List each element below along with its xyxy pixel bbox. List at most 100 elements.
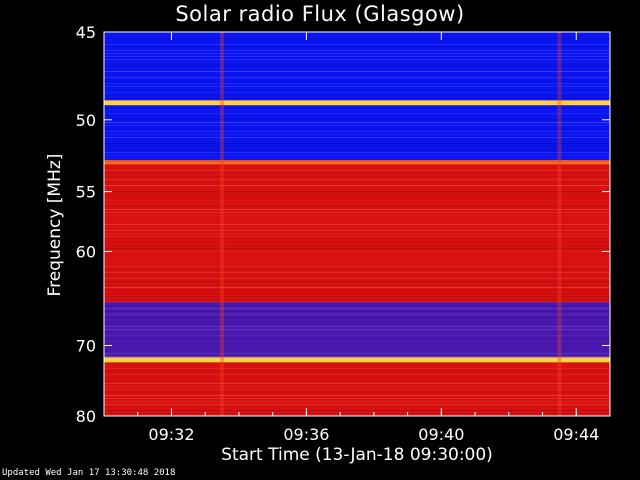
texture-line xyxy=(104,374,610,375)
texture-line xyxy=(104,203,610,204)
chart-title: Solar radio Flux (Glasgow) xyxy=(175,2,465,26)
texture-line xyxy=(104,284,610,285)
texture-line xyxy=(104,122,610,123)
texture-line xyxy=(104,134,610,135)
y-tick-label: 60 xyxy=(76,242,96,261)
texture-line xyxy=(104,128,610,129)
texture-line xyxy=(104,257,610,258)
texture-line xyxy=(104,278,610,279)
texture-line xyxy=(104,53,610,54)
frequency-band xyxy=(104,357,610,363)
texture-line xyxy=(104,107,610,108)
texture-line xyxy=(104,47,610,48)
texture-line xyxy=(104,359,610,360)
texture-line xyxy=(104,86,610,87)
x-axis-label: Start Time (13-Jan-18 09:30:00) xyxy=(221,445,493,465)
texture-line xyxy=(104,149,610,150)
texture-line xyxy=(104,77,610,78)
texture-line xyxy=(104,398,610,399)
texture-line xyxy=(104,71,610,72)
texture-line xyxy=(104,227,610,228)
texture-line xyxy=(104,251,610,252)
y-tick-label: 50 xyxy=(76,111,96,130)
x-tick-label: 09:40 xyxy=(418,425,464,444)
texture-line xyxy=(104,125,610,126)
texture-line xyxy=(104,386,610,387)
texture-line xyxy=(104,296,610,297)
texture-line xyxy=(104,215,610,216)
x-tick-label: 09:36 xyxy=(283,425,329,444)
texture-line xyxy=(104,401,610,402)
texture-line xyxy=(104,293,610,294)
frequency-band xyxy=(104,160,610,165)
texture-line xyxy=(104,182,610,183)
texture-line xyxy=(104,221,610,222)
texture-line xyxy=(104,254,610,255)
texture-line xyxy=(104,329,610,330)
texture-line xyxy=(104,272,610,273)
y-tick-label: 80 xyxy=(76,407,96,426)
event-spike xyxy=(220,32,225,416)
texture-line xyxy=(104,143,610,144)
texture-line xyxy=(104,80,610,81)
texture-line xyxy=(104,362,610,363)
texture-line xyxy=(104,209,610,210)
texture-line xyxy=(104,302,610,303)
texture-line xyxy=(104,200,610,201)
texture-line xyxy=(104,275,610,276)
frequency-band xyxy=(104,105,610,161)
texture-line xyxy=(104,185,610,186)
event-spike xyxy=(557,32,562,416)
texture-line xyxy=(104,179,610,180)
texture-line xyxy=(104,50,610,51)
texture-line xyxy=(104,392,610,393)
texture-line xyxy=(104,410,610,411)
texture-line xyxy=(104,38,610,39)
texture-line xyxy=(104,68,610,69)
texture-line xyxy=(104,281,610,282)
texture-line xyxy=(104,224,610,225)
texture-line xyxy=(104,113,610,114)
texture-line xyxy=(104,239,610,240)
texture-line xyxy=(104,299,610,300)
frequency-band xyxy=(104,362,610,416)
texture-line xyxy=(104,383,610,384)
texture-line xyxy=(104,266,610,267)
frequency-band xyxy=(104,32,610,101)
texture-line xyxy=(104,413,610,414)
texture-line xyxy=(104,188,610,189)
texture-line xyxy=(104,338,610,339)
texture-line xyxy=(104,344,610,345)
texture-line xyxy=(104,287,610,288)
texture-line xyxy=(104,332,610,333)
texture-line xyxy=(104,395,610,396)
texture-line xyxy=(104,74,610,75)
texture-line xyxy=(104,170,610,171)
texture-line xyxy=(104,89,610,90)
texture-line xyxy=(104,104,610,105)
texture-line xyxy=(104,176,610,177)
texture-line xyxy=(104,167,610,168)
texture-line xyxy=(104,155,610,156)
plot-border xyxy=(103,31,611,417)
texture-line xyxy=(104,212,610,213)
texture-line xyxy=(104,119,610,120)
texture-line xyxy=(104,110,610,111)
texture-line xyxy=(104,323,610,324)
texture-line xyxy=(104,377,610,378)
texture-line xyxy=(104,35,610,36)
texture-line xyxy=(104,194,610,195)
texture-line xyxy=(104,290,610,291)
texture-line xyxy=(104,233,610,234)
texture-line xyxy=(104,206,610,207)
texture-line xyxy=(104,137,610,138)
texture-line xyxy=(104,245,610,246)
texture-line xyxy=(104,164,610,165)
texture-line xyxy=(104,353,610,354)
texture-line xyxy=(104,56,610,57)
texture-line xyxy=(104,62,610,63)
texture-line xyxy=(104,173,610,174)
texture-line xyxy=(104,350,610,351)
frequency-band xyxy=(104,302,610,358)
